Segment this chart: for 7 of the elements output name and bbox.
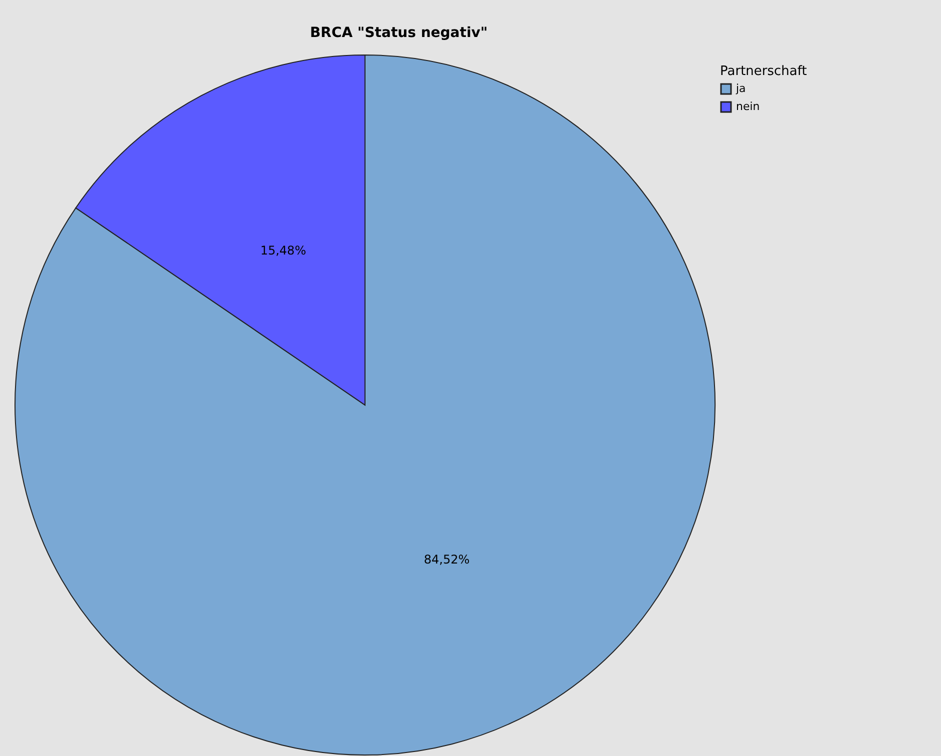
data-label: 15,48% bbox=[260, 243, 306, 258]
chart-title: BRCA "Status negativ" bbox=[310, 25, 488, 41]
data-label: 84,52% bbox=[424, 552, 470, 567]
legend-title: Partnerschaft bbox=[720, 64, 807, 79]
legend-label: ja bbox=[735, 82, 746, 95]
legend-label: nein bbox=[736, 100, 760, 113]
pie-slice bbox=[14, 54, 716, 756]
